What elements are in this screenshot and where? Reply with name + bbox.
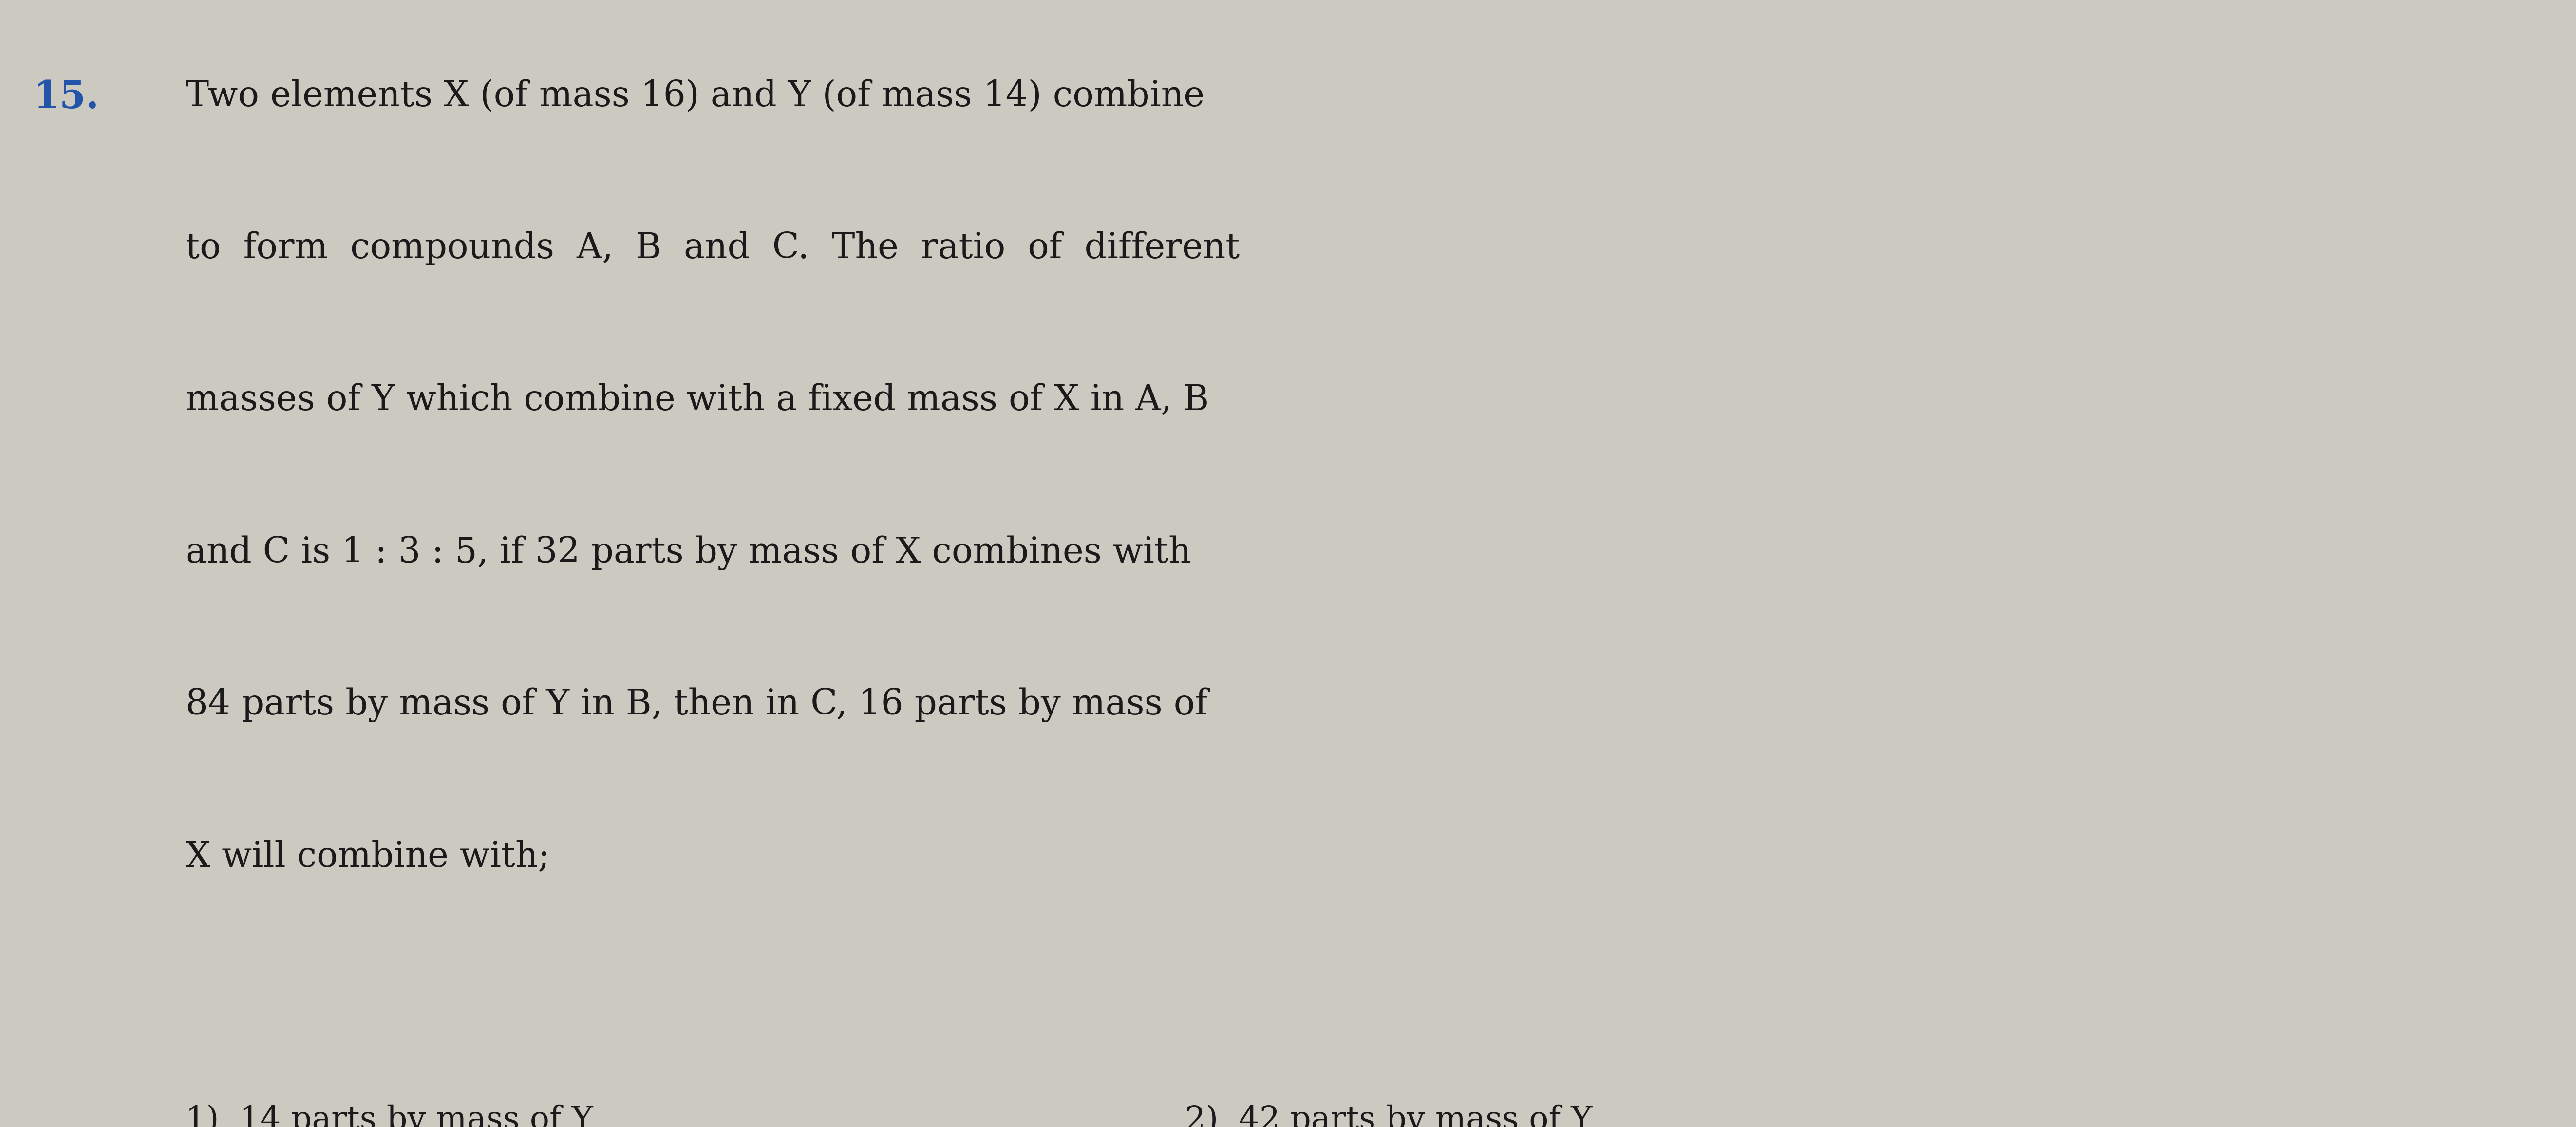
Text: and C is 1 : 3 : 5, if 32 parts by mass of X combines with: and C is 1 : 3 : 5, if 32 parts by mass …	[185, 535, 1190, 570]
Text: 84 parts by mass of Y in B, then in C, 16 parts by mass of: 84 parts by mass of Y in B, then in C, 1…	[185, 687, 1208, 722]
Text: 2)  42 parts by mass of Y: 2) 42 parts by mass of Y	[1185, 1104, 1592, 1127]
Text: to  form  compounds  A,  B  and  C.  The  ratio  of  different: to form compounds A, B and C. The ratio …	[185, 231, 1239, 265]
Text: X will combine with;: X will combine with;	[185, 840, 549, 873]
Text: 1)  14 parts by mass of Y: 1) 14 parts by mass of Y	[185, 1104, 592, 1127]
Text: 15.: 15.	[33, 79, 100, 116]
Text: Two elements X (of mass 16) and Y (of mass 14) combine: Two elements X (of mass 16) and Y (of ma…	[185, 79, 1206, 113]
Text: masses of Y which combine with a fixed mass of X in A, B: masses of Y which combine with a fixed m…	[185, 383, 1208, 417]
